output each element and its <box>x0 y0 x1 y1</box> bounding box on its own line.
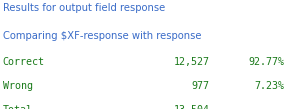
Text: 977: 977 <box>191 81 210 91</box>
Text: 12,527: 12,527 <box>174 57 210 67</box>
Text: 13,504: 13,504 <box>174 105 210 109</box>
Text: 92.77%: 92.77% <box>248 57 284 67</box>
Text: Total: Total <box>3 105 33 109</box>
Text: 7.23%: 7.23% <box>254 81 284 91</box>
Text: Comparing $XF-response with response: Comparing $XF-response with response <box>3 31 201 41</box>
Text: Correct: Correct <box>3 57 45 67</box>
Text: Wrong: Wrong <box>3 81 33 91</box>
Text: Results for output field response: Results for output field response <box>3 3 165 13</box>
